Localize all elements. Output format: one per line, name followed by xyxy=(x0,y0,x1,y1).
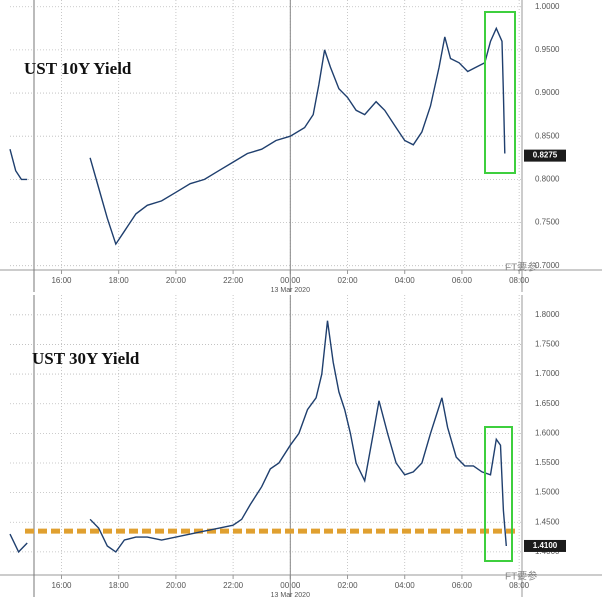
last-value-label: 1.4100 xyxy=(533,541,558,550)
x-tick-label: 20:00 xyxy=(166,581,187,590)
x-tick-label: 18:00 xyxy=(109,581,130,590)
y-tick-label: 0.9000 xyxy=(535,88,560,97)
y-tick-label: 1.5500 xyxy=(535,458,560,467)
series-line xyxy=(89,320,507,553)
y-tick-label: 1.0000 xyxy=(535,2,560,11)
last-value-tag xyxy=(524,539,566,552)
y-tick-label: 1.7000 xyxy=(535,369,560,378)
last-value-tag xyxy=(524,149,566,162)
chart-title: UST 10Y Yield xyxy=(24,59,132,78)
x-tick-label: 22:00 xyxy=(223,581,244,590)
series-line xyxy=(9,533,28,554)
x-tick-label: 22:00 xyxy=(223,276,244,285)
y-tick-label: 1.6000 xyxy=(535,428,560,437)
y-tick-label: 0.8500 xyxy=(535,131,560,140)
y-tick-label: 0.8000 xyxy=(535,174,560,183)
y-tick-label: 0.9500 xyxy=(535,45,560,54)
x-tick-label: 04:00 xyxy=(395,581,416,590)
x-tick-label: 06:00 xyxy=(452,581,473,590)
series-line xyxy=(9,149,28,181)
y-tick-label: 0.7500 xyxy=(535,218,560,227)
x-tick-label: 16:00 xyxy=(51,276,72,285)
x-tick-label: 16:00 xyxy=(51,581,72,590)
x-tick-label: 08:00 xyxy=(509,276,530,285)
y-tick-label: 0.7000 xyxy=(535,261,560,270)
y-tick-label: 1.8000 xyxy=(535,310,560,319)
y-tick-label: 1.5000 xyxy=(535,488,560,497)
y-tick-label: 1.6500 xyxy=(535,399,560,408)
x-tick-label: 06:00 xyxy=(452,276,473,285)
highlight-box xyxy=(484,426,513,562)
highlight-box xyxy=(484,11,516,174)
date-label: 13 Mar 2020 xyxy=(271,592,310,599)
x-tick-label: 20:00 xyxy=(166,276,187,285)
chart-title: UST 30Y Yield xyxy=(32,349,140,368)
x-tick-label: 08:00 xyxy=(509,581,530,590)
x-tick-label: 18:00 xyxy=(109,276,130,285)
y-tick-label: 1.7500 xyxy=(535,340,560,349)
watermark: FT要参 xyxy=(505,261,537,274)
series-line xyxy=(89,26,506,246)
y-tick-label: 1.4500 xyxy=(535,517,560,526)
x-tick-label: 02:00 xyxy=(338,276,359,285)
x-tick-label: 04:00 xyxy=(395,276,416,285)
x-tick-label: 02:00 xyxy=(338,581,359,590)
watermark: FT要参 xyxy=(505,570,537,583)
date-label: 13 Mar 2020 xyxy=(271,287,310,294)
last-value-label: 0.8275 xyxy=(533,151,558,160)
